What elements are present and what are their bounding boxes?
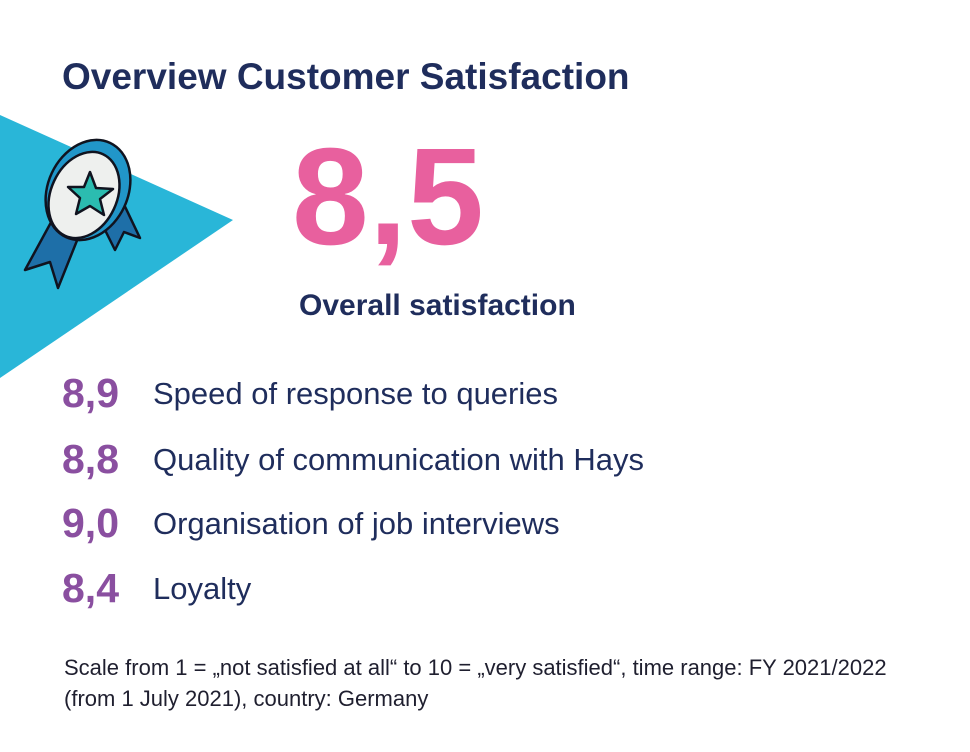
item-value: 8,8 [62,436,119,482]
item-label: Speed of response to queries [153,376,558,411]
item-label: Quality of communication with Hays [153,442,645,477]
item-value: 9,0 [62,500,119,546]
overall-label: Overall satisfaction [299,289,576,322]
item-value: 8,4 [62,565,119,611]
footnote: Scale from 1 = „not satisfied at all“ to… [64,655,887,711]
item-label: Loyalty [153,571,252,606]
item-value: 8,9 [62,370,119,416]
item-label: Organisation of job interviews [153,506,560,541]
medal-icon [23,138,142,290]
overall-value: 8,5 [292,120,484,274]
title: Overview Customer Satisfaction [62,56,630,97]
